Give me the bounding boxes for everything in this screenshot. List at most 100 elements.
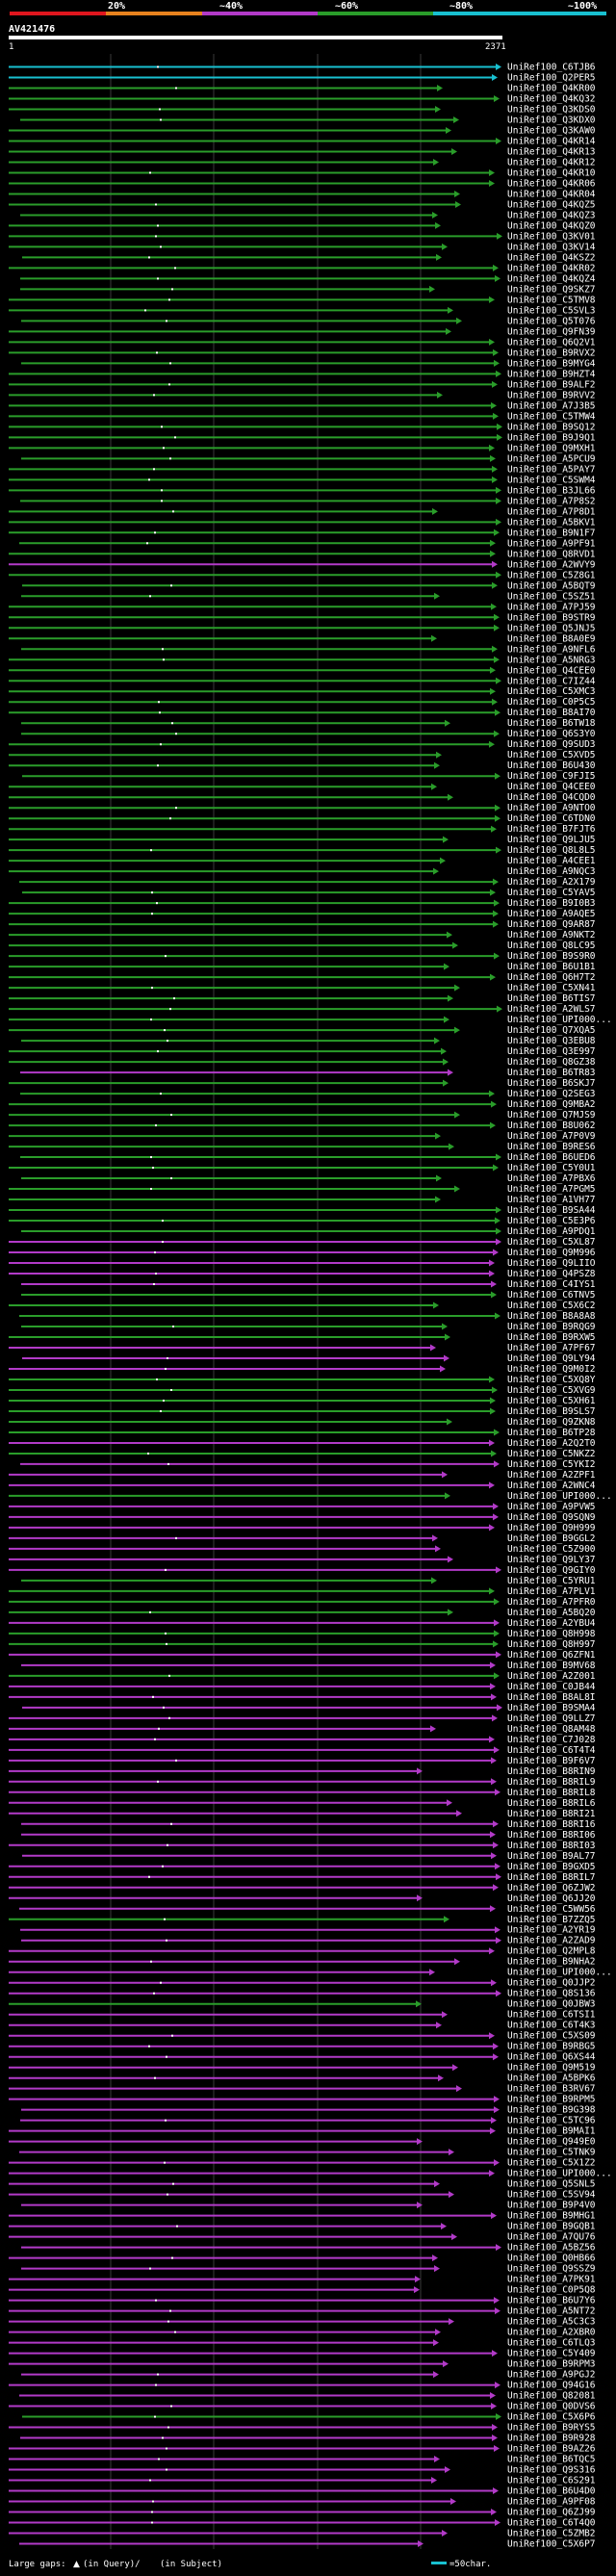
hit-label[interactable]: UniRef100_Q4CEE0 [507, 665, 596, 676]
hit-label[interactable]: UniRef100_Q7XQA5 [507, 1025, 596, 1036]
hit-label[interactable]: UniRef100_B9RPM5 [507, 2095, 596, 2105]
hit-label[interactable]: UniRef100_B9R928 [507, 2434, 596, 2444]
hit-label[interactable]: UniRef100_Q8GZ38 [507, 1057, 596, 1068]
hit-label[interactable]: UniRef100_Q2PER5 [507, 72, 596, 83]
hit-label[interactable]: UniRef100_B9MYG4 [507, 358, 596, 369]
hit-label[interactable]: UniRef100_A9AQE5 [507, 909, 596, 919]
hit-label[interactable]: UniRef100_Q94G16 [507, 2381, 596, 2391]
hit-label[interactable]: UniRef100_B9RES6 [507, 1142, 596, 1152]
hit-label[interactable]: UniRef100_B9MHG1 [507, 2211, 596, 2222]
hit-label[interactable]: UniRef100_C4IYS1 [507, 1279, 596, 1290]
hit-label[interactable]: UniRef100_Q8AM48 [507, 1724, 596, 1735]
hit-label[interactable]: UniRef100_B6UED6 [507, 1152, 596, 1163]
hit-label[interactable]: UniRef100_Q4KQZ5 [507, 199, 596, 210]
hit-label[interactable]: UniRef100_C5Y0U1 [507, 1163, 596, 1173]
hit-label[interactable]: UniRef100_B9RXW5 [507, 1332, 596, 1343]
hit-label[interactable]: UniRef100_B6TR83 [507, 1068, 596, 1078]
hit-label[interactable]: UniRef100_A7PBX6 [507, 1173, 596, 1184]
hit-label[interactable]: UniRef100_C5Z900 [507, 1544, 596, 1555]
hit-label[interactable]: UniRef100_UPI000... [507, 1491, 612, 1502]
hit-label[interactable]: UniRef100_B9STR9 [507, 612, 596, 623]
hit-label[interactable]: UniRef100_B8RIL8 [507, 1788, 596, 1798]
hit-label[interactable]: UniRef100_C5XVD5 [507, 750, 596, 760]
hit-label[interactable]: UniRef100_Q4KR02 [507, 263, 596, 273]
hit-label[interactable]: UniRef100_C5XL87 [507, 1237, 596, 1248]
hit-label[interactable]: UniRef100_C5TMW4 [507, 411, 596, 422]
hit-label[interactable]: UniRef100_C6S291 [507, 2476, 596, 2486]
hit-label[interactable]: UniRef100_A7J3B5 [507, 400, 596, 411]
hit-label[interactable]: UniRef100_Q9LY37 [507, 1555, 596, 1565]
hit-label[interactable]: UniRef100_A9NTO0 [507, 803, 596, 813]
hit-label[interactable]: UniRef100_B9ALF2 [507, 379, 596, 390]
hit-label[interactable]: UniRef100_A5NT72 [507, 2306, 596, 2317]
hit-label[interactable]: UniRef100_Q7MJS9 [507, 1110, 596, 1121]
hit-label[interactable]: UniRef100_A2ZAD9 [507, 1936, 596, 1946]
hit-label[interactable]: UniRef100_C5ZMB2 [507, 2529, 596, 2539]
hit-label[interactable]: UniRef100_Q4KR04 [507, 189, 596, 199]
hit-label[interactable]: UniRef100_Q9LLZ7 [507, 1713, 596, 1724]
hit-label[interactable]: UniRef100_B6TP28 [507, 1428, 596, 1438]
hit-label[interactable]: UniRef100_A9PF91 [507, 538, 596, 549]
hit-label[interactable]: UniRef100_B9F6V7 [507, 1756, 596, 1766]
hit-label[interactable]: UniRef100_Q2MPL8 [507, 1946, 596, 1957]
hit-label[interactable]: UniRef100_A2Z001 [507, 1671, 596, 1682]
hit-label[interactable]: UniRef100_A2YR19 [507, 1925, 596, 1936]
hit-label[interactable]: UniRef100_C6T4T4 [507, 1745, 596, 1756]
hit-label[interactable]: UniRef100_Q9M519 [507, 2063, 596, 2074]
hit-label[interactable]: UniRef100_C0P5C5 [507, 697, 596, 708]
hit-label[interactable]: UniRef100_B8RIN9 [507, 1766, 596, 1777]
hit-label[interactable]: UniRef100_Q5JNJ5 [507, 623, 596, 633]
hit-label[interactable]: UniRef100_Q9M996 [507, 1248, 596, 1258]
hit-label[interactable]: UniRef100_B9J9Q1 [507, 432, 596, 443]
hit-label[interactable]: UniRef100_B6U430 [507, 760, 596, 771]
hit-label[interactable]: UniRef100_B8A8A8 [507, 1311, 596, 1322]
hit-label[interactable]: UniRef100_Q0DVS6 [507, 2402, 596, 2412]
hit-label[interactable]: UniRef100_B9RQG9 [507, 1322, 596, 1332]
hit-label[interactable]: UniRef100_Q4KQZ4 [507, 273, 596, 284]
hit-label[interactable]: UniRef100_Q4KSZ2 [507, 252, 596, 263]
hit-label[interactable]: UniRef100_Q4CEE0 [507, 782, 596, 792]
hit-label[interactable]: UniRef100_Q4PSZ8 [507, 1269, 596, 1279]
hit-label[interactable]: UniRef100_C6TSI1 [507, 2010, 596, 2021]
hit-label[interactable]: UniRef100_A5BPK6 [507, 2074, 596, 2084]
hit-label[interactable]: UniRef100_C6TJB6 [507, 62, 596, 72]
hit-label[interactable]: UniRef100_B8RI21 [507, 1809, 596, 1819]
hit-label[interactable]: UniRef100_Q6Q2V1 [507, 337, 596, 348]
hit-label[interactable]: UniRef100_A7P0V9 [507, 1131, 596, 1142]
hit-label[interactable]: UniRef100_C5YKI2 [507, 1459, 596, 1470]
hit-label[interactable]: UniRef100_B9P4V0 [507, 2201, 596, 2211]
hit-label[interactable]: UniRef100_B9G398 [507, 2105, 596, 2116]
hit-label[interactable]: UniRef100_C5TC96 [507, 2116, 596, 2126]
hit-label[interactable]: UniRef100_C5XQ8Y [507, 1375, 596, 1385]
hit-label[interactable]: UniRef100_A5BZ56 [507, 2243, 596, 2254]
hit-label[interactable]: UniRef100_A7PFR0 [507, 1597, 596, 1608]
hit-label[interactable]: UniRef100_Q6ZJW2 [507, 1883, 596, 1893]
hit-label[interactable]: UniRef100_A2Q2T0 [507, 1438, 596, 1449]
hit-label[interactable]: UniRef100_Q6XS44 [507, 2052, 596, 2063]
hit-label[interactable]: UniRef100_B6TIS7 [507, 993, 596, 1004]
hit-label[interactable]: UniRef100_C5YAV5 [507, 888, 596, 898]
hit-label[interactable]: UniRef100_Q4KQ32 [507, 93, 596, 104]
hit-label[interactable]: UniRef100_Q9SUD3 [507, 739, 596, 750]
hit-label[interactable]: UniRef100_A9NFL6 [507, 644, 596, 655]
hit-label[interactable]: UniRef100_Q4KR14 [507, 136, 596, 146]
hit-label[interactable]: UniRef100_Q8H997 [507, 1639, 596, 1650]
hit-label[interactable]: UniRef100_Q9SSZ9 [507, 2264, 596, 2275]
hit-label[interactable]: UniRef100_Q949E0 [507, 2137, 596, 2148]
hit-label[interactable]: UniRef100_B8AL8I [507, 1692, 596, 1703]
hit-label[interactable]: UniRef100_Q4KR12 [507, 157, 596, 167]
hit-label[interactable]: UniRef100_A7P8S2 [507, 496, 596, 506]
hit-label[interactable]: UniRef100_A2ZPF1 [507, 1470, 596, 1481]
hit-label[interactable]: UniRef100_UPI000... [507, 1015, 612, 1025]
hit-label[interactable]: UniRef100_A2YBU4 [507, 1618, 596, 1629]
hit-label[interactable]: UniRef100_B3RV67 [507, 2084, 596, 2095]
hit-label[interactable]: UniRef100_Q4KR10 [507, 167, 596, 178]
hit-label[interactable]: UniRef100_A9PF08 [507, 2497, 596, 2508]
hit-label[interactable]: UniRef100_C0JB44 [507, 1682, 596, 1692]
hit-label[interactable]: UniRef100_Q4CQD0 [507, 792, 596, 803]
hit-label[interactable]: UniRef100_A2WNC4 [507, 1481, 596, 1491]
hit-label[interactable]: UniRef100_B9MAI1 [507, 2126, 596, 2137]
hit-label[interactable]: UniRef100_Q3KV01 [507, 231, 596, 242]
hit-label[interactable]: UniRef100_C5WW56 [507, 1904, 596, 1915]
hit-label[interactable]: UniRef100_Q6H7T2 [507, 972, 596, 983]
